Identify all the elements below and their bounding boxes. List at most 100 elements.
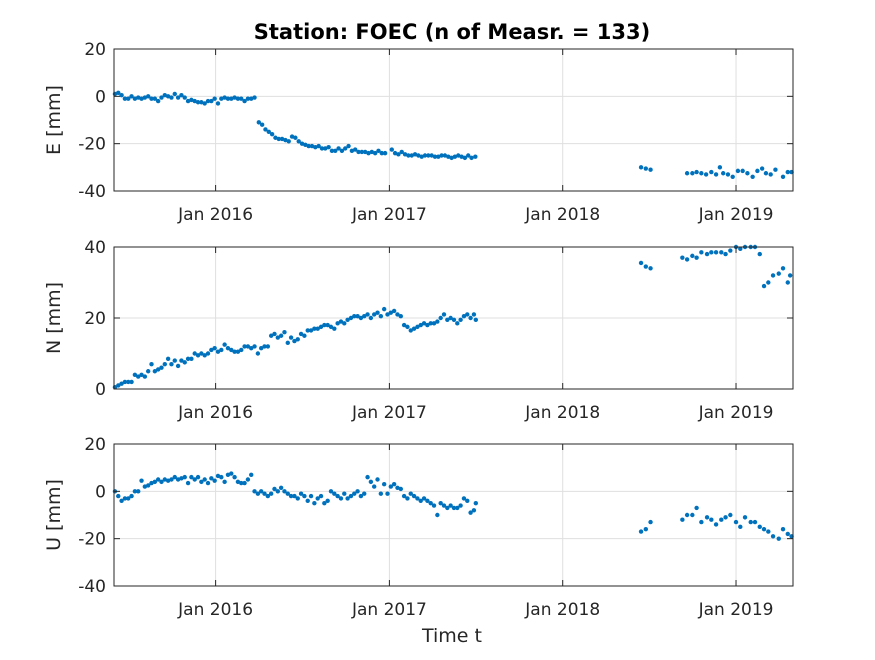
data-point-u [638,529,644,534]
data-point-e [740,168,745,174]
data-point-n [441,312,447,317]
data-point-e [225,96,231,101]
data-point-e [195,100,201,105]
data-point-u [338,496,344,501]
data-point-e [432,154,438,159]
x-axis-label: Time t [421,625,482,647]
data-point-u [132,489,138,494]
data-point-u [345,496,350,501]
data-point-u [401,493,407,499]
data-point-e [136,95,141,100]
data-point-n [328,324,334,330]
data-point-u [322,500,327,506]
data-point-n [232,349,237,354]
data-point-e [215,101,221,106]
data-point-n [305,328,310,333]
data-point-e [356,149,361,155]
data-point-n [368,315,374,321]
data-point-e [446,154,451,159]
data-point-e [412,152,418,157]
data-point-e [313,145,318,150]
panel-n: Jan 2016 Jan 2017 Jan 2018 Jan 2019 40 20 0 N [… [43,238,794,423]
data-point-e [343,146,348,151]
axes-frame-u [113,443,794,587]
data-point-u [292,493,297,499]
data-point-u [232,474,237,480]
data-point-u [471,508,477,513]
data-point-n [335,321,340,326]
data-point-u [761,527,767,532]
data-point-u [473,500,479,506]
data-point-u [195,474,201,480]
data-point-e [279,136,285,142]
data-point-e [286,139,291,144]
data-point-e [299,141,305,146]
panel-e: Jan 2016 Jan 2017 Jan 2018 Jan 2019 20 0 -20 -4… [43,40,794,225]
data-point-e [179,92,184,98]
y-tick-label-n: 20 [84,309,106,329]
data-point-n [268,333,274,338]
data-point-e [323,146,328,151]
data-point-e [182,95,187,100]
data-point-n [272,331,277,337]
data-point-u [162,477,168,482]
data-point-n [159,365,164,370]
data-point-e [382,150,388,156]
data-point-e [229,96,234,101]
data-point-e [416,153,421,158]
data-point-u [405,496,410,501]
data-point-u [149,480,154,486]
data-point-e [717,165,723,170]
y-tick-label-n: 40 [84,238,106,258]
data-point-e [276,136,281,142]
chart-title: Station: FOEC (n of Measr. = 133) [254,20,650,44]
y-tick-label-e: -20 [78,135,106,155]
data-point-n [212,345,217,351]
data-point-e [119,92,124,98]
data-point-u [155,477,161,482]
data-point-e [189,97,194,103]
data-point-e [439,153,444,158]
y-tick-label-e: 0 [95,87,106,107]
data-point-u [212,478,217,483]
data-point-u [225,472,231,477]
data-point-n [132,372,138,377]
data-point-e [353,147,358,152]
data-point-e [735,168,741,174]
data-point-e [139,96,144,101]
data-point-u [408,491,413,496]
data-point-e [684,171,690,176]
data-point-e [245,96,251,101]
data-point-n [295,337,300,342]
data-point-e [392,150,398,156]
data-point-u [748,519,753,525]
data-point-e [309,143,315,149]
data-point-u [192,477,197,482]
data-point-n [239,347,244,353]
data-point-n [757,251,762,257]
y-tick-label-u: 0 [95,482,106,502]
data-point-n [322,322,327,328]
data-point-u [431,503,437,508]
data-point-e [426,153,431,158]
data-point-n [385,312,390,317]
data-point-e [116,90,121,95]
data-point-n [318,324,324,330]
data-point-u [438,500,443,506]
data-point-n [249,345,254,351]
data-point-n [704,251,710,257]
data-point-u [348,493,354,499]
x-tick-label-u: Jan 2017 [351,600,427,620]
data-point-n [418,322,423,328]
data-point-n [421,321,427,326]
data-point-u [189,474,194,480]
data-point-u [129,493,134,499]
data-point-n [391,308,397,314]
data-point-e [406,153,411,158]
data-point-u [139,478,144,483]
data-point-n [165,356,171,362]
data-point-u [318,493,324,499]
data-point-n [222,342,227,347]
data-point-e [235,96,241,101]
data-point-n [770,273,776,278]
